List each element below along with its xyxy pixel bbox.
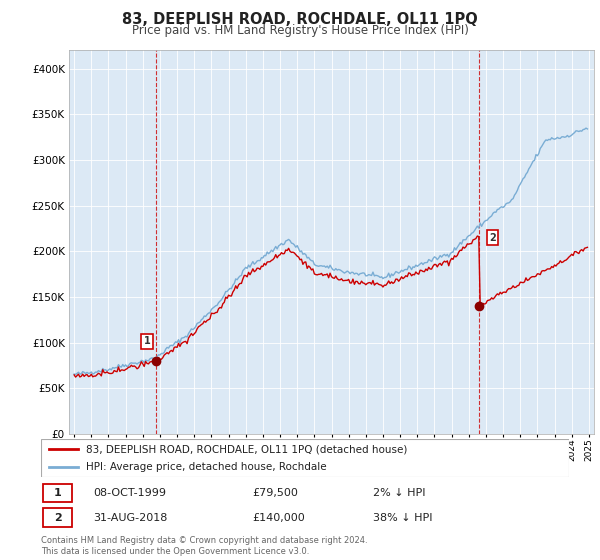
- Bar: [43, 484, 73, 502]
- Bar: [43, 508, 73, 527]
- Text: 38% ↓ HPI: 38% ↓ HPI: [373, 512, 433, 522]
- Text: £79,500: £79,500: [252, 488, 298, 498]
- Text: Price paid vs. HM Land Registry's House Price Index (HPI): Price paid vs. HM Land Registry's House …: [131, 24, 469, 36]
- Text: 31-AUG-2018: 31-AUG-2018: [94, 512, 168, 522]
- Text: 1: 1: [54, 488, 62, 498]
- Text: Contains HM Land Registry data © Crown copyright and database right 2024.
This d: Contains HM Land Registry data © Crown c…: [41, 536, 367, 556]
- Text: 83, DEEPLISH ROAD, ROCHDALE, OL11 1PQ (detached house): 83, DEEPLISH ROAD, ROCHDALE, OL11 1PQ (d…: [86, 444, 407, 454]
- Text: £140,000: £140,000: [252, 512, 305, 522]
- Text: HPI: Average price, detached house, Rochdale: HPI: Average price, detached house, Roch…: [86, 462, 326, 472]
- Text: 1: 1: [143, 337, 151, 346]
- Text: 08-OCT-1999: 08-OCT-1999: [94, 488, 167, 498]
- Text: 83, DEEPLISH ROAD, ROCHDALE, OL11 1PQ: 83, DEEPLISH ROAD, ROCHDALE, OL11 1PQ: [122, 12, 478, 27]
- Text: 2: 2: [54, 512, 62, 522]
- Text: 2: 2: [489, 232, 496, 242]
- Text: 2% ↓ HPI: 2% ↓ HPI: [373, 488, 426, 498]
